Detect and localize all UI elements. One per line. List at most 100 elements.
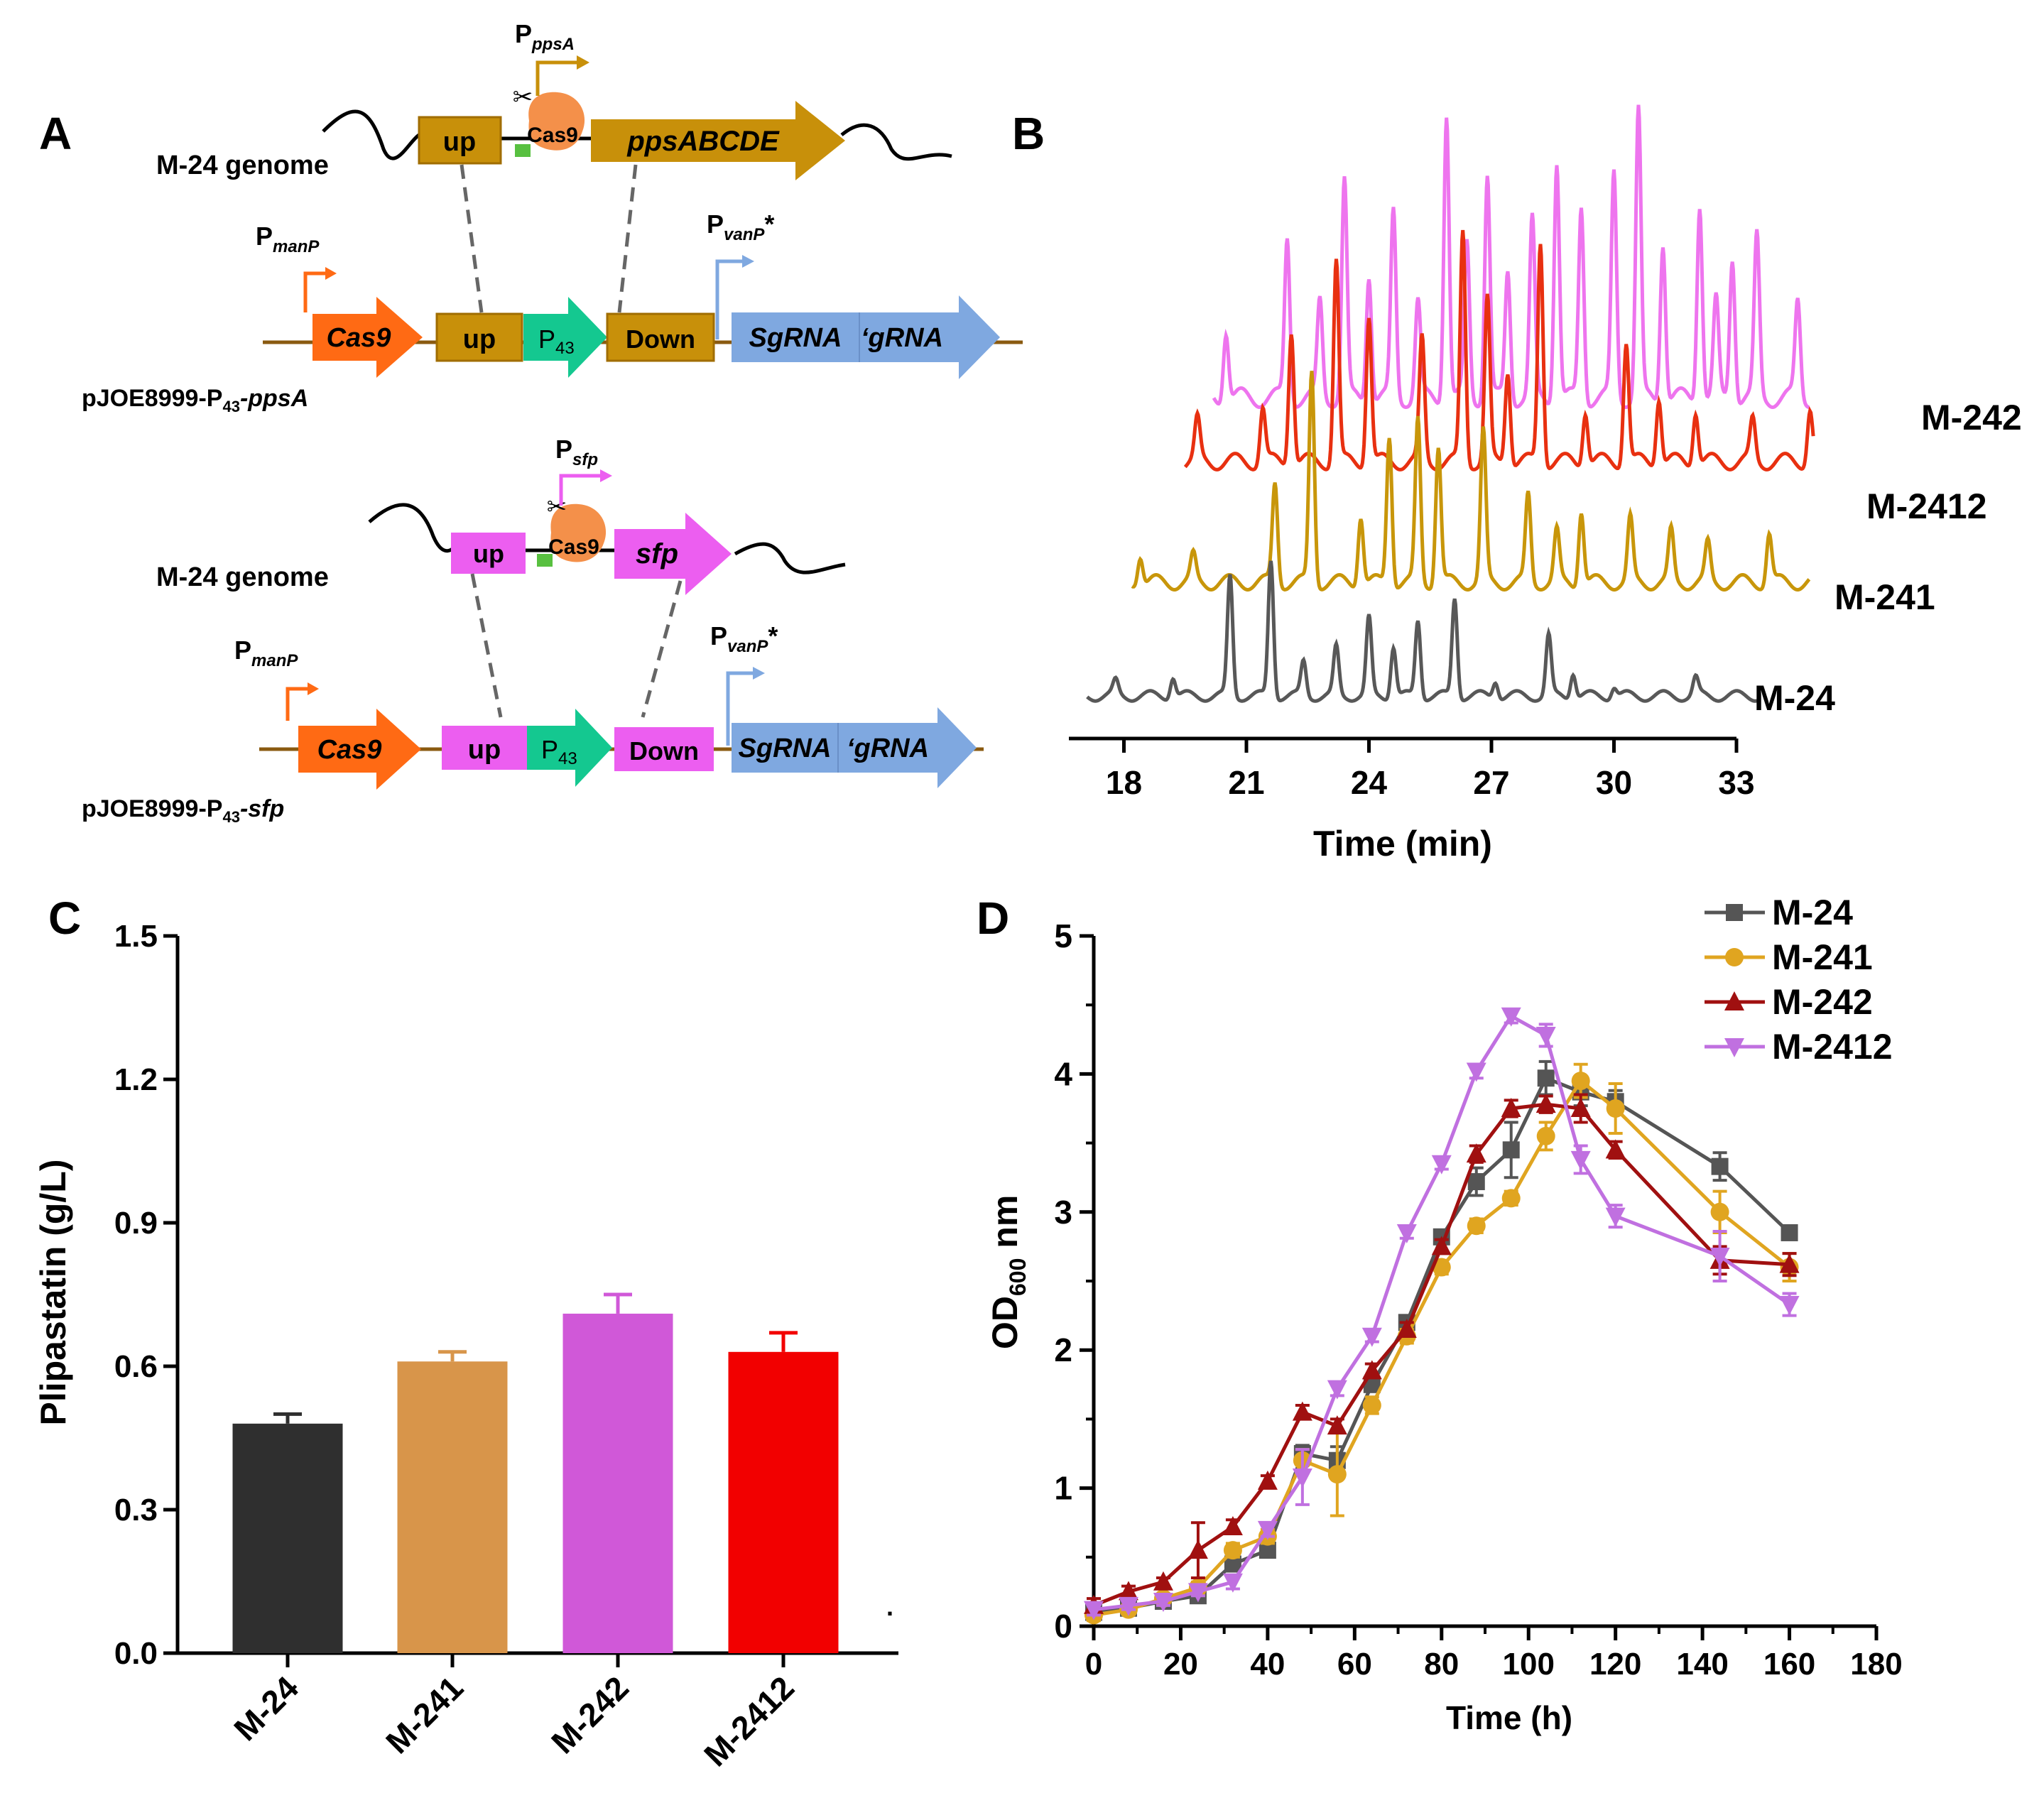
panel-b: B 18 21 24 27 30 33 Time (min) M-242M-2412M-2…	[1012, 104, 2022, 863]
vanp-promoter-arrow	[715, 259, 742, 339]
data-point	[1606, 1099, 1625, 1118]
cas9-gene-label: Cas9	[317, 735, 382, 765]
manp-promoter-arrow	[303, 271, 327, 312]
data-point	[1257, 1470, 1278, 1490]
ppsabcde-gene-label: ppsABCDE	[626, 126, 780, 157]
vanp-promoter-head	[753, 667, 765, 680]
panel-a-label: A	[39, 108, 72, 159]
legend-label-m-242: M-242	[1772, 982, 1873, 1022]
ppsa-construct: M-24 genome up Cas9 ✂ PppsA ppsABCDE Pma…	[82, 19, 1023, 415]
plasmid-name-sub: 43	[222, 808, 239, 826]
legend-label-m-241: M-241	[1772, 937, 1873, 977]
data-point	[1396, 1224, 1417, 1243]
legend-label-m-24: M-24	[1772, 893, 1853, 932]
data-point	[1118, 1596, 1138, 1616]
p43-p: P	[541, 735, 558, 764]
trace-m-2412	[1183, 229, 1815, 472]
plasmid-name-b: -ppsA	[240, 385, 308, 412]
manp-sub: manP	[273, 237, 320, 256]
x-tick-label: 20	[1163, 1647, 1198, 1682]
panel-c: C 0.0 0.3 0.6 0.9 1.2 1.5 M-24 M-241 M-242 M-241…	[33, 893, 898, 1773]
x-tick-label: M-241	[379, 1669, 470, 1760]
axis-ticks: 0 20 40 60 80 100 120 140 160 180 0 1 2 3 4 5	[1054, 917, 1902, 1682]
ppsabcde-gene-arrow	[591, 101, 845, 180]
y-axis-title-a: OD	[985, 1296, 1025, 1349]
y-tick-label: 1	[1054, 1470, 1072, 1507]
y-tick-label: 3	[1054, 1194, 1072, 1231]
plasmid-up-label: up	[463, 325, 496, 354]
panel-a: A M-24 genome up Cas9 ✂ PppsA ppsABCDE	[39, 19, 1023, 826]
x-tick-label: 160	[1763, 1647, 1815, 1682]
vanp-sub: vanP	[727, 637, 768, 656]
x-tick-label: 60	[1337, 1647, 1372, 1682]
data-point	[1605, 1139, 1626, 1159]
manp-promoter-head	[325, 267, 337, 280]
data-point	[1535, 1094, 1556, 1113]
trace-m-241	[1131, 371, 1811, 592]
data-point	[1501, 1007, 1521, 1027]
data-point	[1535, 1026, 1556, 1046]
x-tick-label: 140	[1676, 1647, 1728, 1682]
homology-line-down	[617, 164, 638, 313]
plasmid-down-box	[606, 312, 715, 362]
x-tick-label: 180	[1850, 1647, 1902, 1682]
genome-label: M-24 genome	[156, 562, 329, 592]
data-point	[1709, 1248, 1730, 1268]
sfp-promoter-sub: sfp	[572, 450, 598, 469]
x-axis-title: Time (min)	[1313, 824, 1492, 863]
up-box	[451, 533, 526, 574]
ppsa-promoter-p: P	[515, 19, 532, 48]
x-tick-label: 33	[1718, 764, 1754, 801]
sfp-construct: M-24 genome up Cas9 ✂ Psfp sfp PmanP Cas…	[82, 435, 984, 826]
cas9-gene-label: Cas9	[327, 323, 391, 353]
genome-line-left	[368, 503, 456, 553]
vanp-label: PvanP*	[710, 621, 778, 656]
data-point	[1327, 1415, 1347, 1435]
homology-line-down	[641, 580, 683, 718]
data-point	[1153, 1593, 1173, 1613]
ppsa-promoter-sub: ppsA	[531, 35, 575, 54]
genome-label: M-24 genome	[156, 151, 329, 180]
data-point	[1187, 1540, 1208, 1559]
y-tick-label: 4	[1054, 1055, 1072, 1092]
up-label: up	[473, 539, 504, 568]
data-point	[1571, 1072, 1590, 1091]
plasmid-down-label: Down	[626, 325, 695, 354]
plasmid-name-a: pJOE8999-P	[82, 385, 222, 412]
bar-m-242	[562, 1313, 673, 1653]
vanp-star: *	[764, 209, 774, 239]
data-point	[1327, 1465, 1347, 1484]
ppsa-promoter-head	[577, 55, 589, 70]
x-tick-label: 80	[1424, 1647, 1459, 1682]
y-axis-title-b: nm	[985, 1195, 1025, 1258]
grna-label: ‘gRNA	[861, 323, 943, 353]
legend: M-24 M-241 M-242 M-2412	[1705, 893, 1893, 1067]
x-tick-label: 30	[1596, 764, 1632, 801]
series-line	[1093, 1013, 1791, 1612]
x-axis-title: Time (h)	[1446, 1699, 1572, 1736]
data-point	[1467, 1173, 1485, 1191]
genome-line-left	[322, 109, 420, 160]
trace-label-m-242: M-242	[1921, 398, 2022, 437]
bar-m-24	[232, 1423, 343, 1653]
x-tick-label: 40	[1250, 1647, 1285, 1682]
data-point	[1466, 1143, 1486, 1163]
y-tick-label: 0.3	[114, 1493, 158, 1527]
sfp-promoter-label: Psfp	[555, 435, 598, 469]
x-tick-label: 100	[1503, 1647, 1555, 1682]
legend-label-m-2412: M-2412	[1772, 1027, 1893, 1067]
data-point	[1570, 1098, 1591, 1117]
x-tick-label: M-2412	[697, 1669, 801, 1773]
plasmid-up-box	[442, 726, 527, 770]
legend-marker	[1725, 948, 1744, 966]
data-point	[1431, 1155, 1452, 1175]
bar-m-2412	[728, 1351, 839, 1653]
vanp-p: P	[707, 209, 724, 239]
data-point	[1257, 1520, 1278, 1540]
chromatogram-traces	[1086, 104, 1815, 703]
trace-m-24	[1086, 560, 1758, 703]
data-point	[1223, 1541, 1242, 1560]
series-m-2412	[1084, 1007, 1800, 1620]
pam-site	[537, 554, 553, 567]
x-axis-ticks: 18 21 24 27 30 33	[1106, 739, 1755, 801]
